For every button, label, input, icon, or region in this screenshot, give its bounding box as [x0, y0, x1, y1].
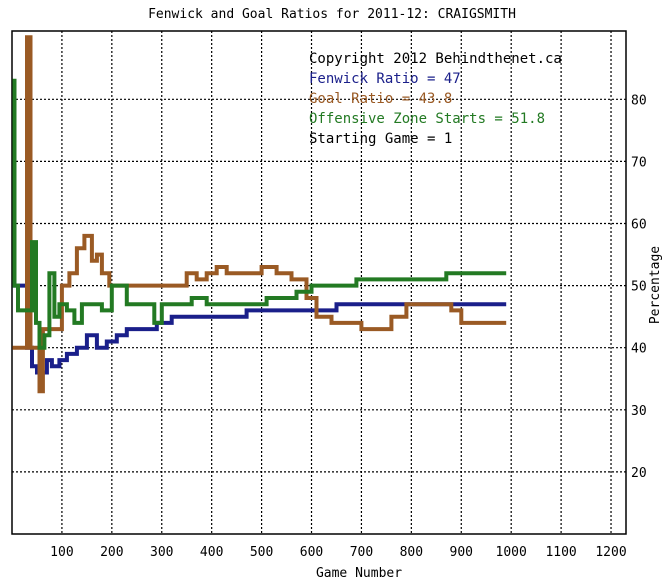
y-tick-label: 40 — [631, 342, 647, 357]
y-tick-label: 50 — [631, 280, 647, 295]
legend-fenwick-ratio: Fenwick Ratio = 47 — [309, 71, 461, 87]
series-layer — [12, 35, 507, 394]
plot-area — [11, 30, 627, 535]
legend: Copyright 2012 Behindthenet.ca Fenwick R… — [309, 51, 562, 147]
x-tick-label: 800 — [400, 545, 423, 560]
starting-game-annotation: Starting Game = 1 — [309, 131, 452, 147]
x-tick-label: 300 — [150, 545, 173, 560]
x-axis-ticks: 100 200 300 400 500 600 700 800 900 1000 1100 1200 — [50, 545, 627, 560]
y-tick-label: 70 — [631, 155, 647, 170]
legend-goal-ratio: Goal Ratio = 43.8 — [309, 91, 452, 107]
chart-title: Fenwick and Goal Ratios for 2011-12: CRA… — [148, 7, 516, 22]
x-tick-label: 1000 — [496, 545, 527, 560]
legend-offensive-zone-starts: Offensive Zone Starts = 51.8 — [309, 111, 545, 127]
copyright-annotation: Copyright 2012 Behindthenet.ca — [309, 51, 562, 67]
x-tick-label: 1200 — [595, 545, 626, 560]
y-tick-label: 20 — [631, 466, 647, 481]
y-tick-label: 80 — [631, 93, 647, 108]
y-axis-label: Percentage — [648, 246, 663, 324]
x-tick-label: 100 — [50, 545, 73, 560]
x-tick-label: 500 — [250, 545, 273, 560]
y-tick-label: 30 — [631, 404, 647, 419]
x-tick-label: 200 — [100, 545, 123, 560]
y-tick-label: 60 — [631, 218, 647, 233]
x-tick-label: 400 — [200, 545, 223, 560]
goal-ratio-line — [12, 35, 507, 394]
y-axis-ticks: 20 30 40 50 60 70 80 — [631, 93, 647, 481]
x-tick-label: 900 — [450, 545, 473, 560]
x-tick-label: 700 — [350, 545, 373, 560]
offensive-zone-starts-line — [12, 78, 507, 350]
x-tick-label: 600 — [300, 545, 323, 560]
x-axis-label: Game Number — [316, 566, 402, 580]
x-tick-label: 1100 — [545, 545, 576, 560]
